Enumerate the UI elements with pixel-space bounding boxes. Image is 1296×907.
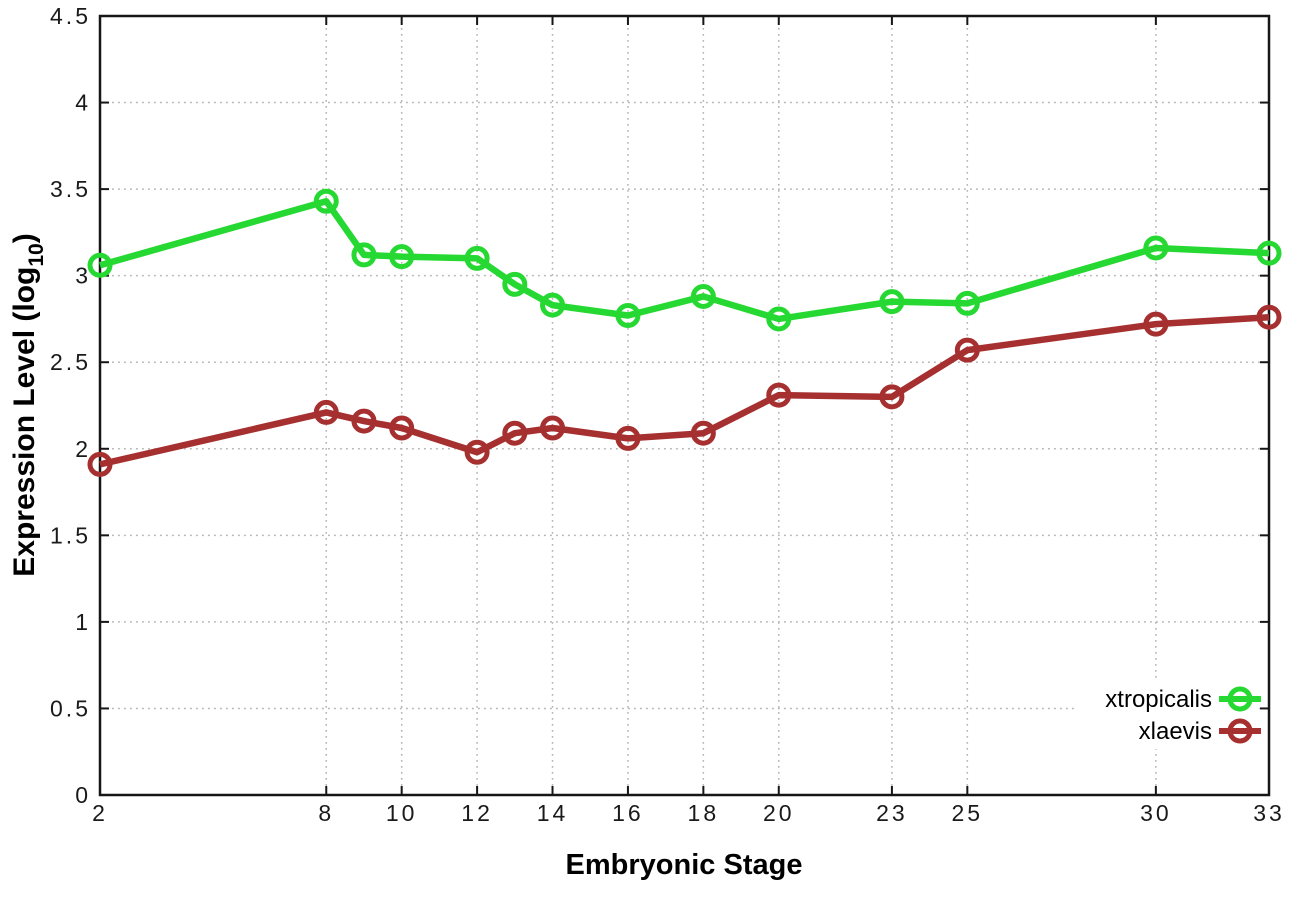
y-axis-label-close: )	[8, 233, 41, 243]
data-point-xtropicalis	[464, 245, 490, 271]
y-tick-label: 4	[75, 90, 91, 116]
data-point-xtropicalis	[313, 188, 339, 214]
x-tick-label: 16	[612, 800, 644, 826]
x-tick-label: 33	[1253, 800, 1285, 826]
axis-labels: Embryonic Stage Expression Level (log10)	[8, 233, 802, 881]
y-tick-label: 1	[75, 609, 91, 635]
data-point-xlaevis	[464, 439, 490, 465]
x-axis-label: Embryonic Stage	[566, 849, 803, 881]
legend-sample-marker	[1227, 686, 1253, 712]
legend-label-xlaevis: xlaevis	[1139, 718, 1212, 745]
legend-item-xtropicalis: xtropicalis	[1105, 686, 1261, 713]
data-point-xtropicalis	[87, 252, 113, 278]
y-tick-label: 2.5	[50, 349, 91, 375]
series-line-xtropicalis	[99, 197, 1270, 323]
data-point-xlaevis	[690, 420, 716, 446]
data-point-xlaevis	[879, 384, 905, 410]
series-line-xlaevis	[99, 313, 1270, 468]
x-tick-label: 10	[386, 800, 418, 826]
x-tick-label: 12	[461, 800, 493, 826]
data-point-xlaevis	[954, 337, 980, 363]
plot-border	[98, 14, 1271, 797]
data-point-xlaevis	[540, 415, 566, 441]
legend-label-xtropicalis: xtropicalis	[1105, 686, 1212, 713]
data-point-xtropicalis	[879, 289, 905, 315]
y-axis-label-main: Expression Level (log	[8, 267, 41, 577]
data-point-xlaevis	[615, 425, 641, 451]
legend-sample-marker	[1227, 718, 1253, 744]
x-tick-label: 20	[763, 800, 795, 826]
data-point-xlaevis	[351, 408, 377, 434]
data-point-xtropicalis	[351, 242, 377, 268]
y-tick-label: 3	[75, 263, 91, 289]
x-tick-label: 2	[92, 800, 108, 826]
gridlines	[100, 16, 1269, 795]
y-axis-label: Expression Level (log10)	[8, 233, 48, 576]
data-series	[87, 188, 1282, 477]
y-tick-label: 1.5	[50, 522, 91, 548]
data-point-xlaevis	[87, 451, 113, 477]
y-tick-label: 3.5	[50, 176, 91, 202]
series-xtropicalis	[87, 188, 1282, 332]
data-point-xtropicalis	[502, 271, 528, 297]
data-point-xlaevis	[766, 382, 792, 408]
x-tick-label: 30	[1140, 800, 1172, 826]
data-point-xtropicalis	[690, 283, 716, 309]
x-tick-label: 8	[318, 800, 334, 826]
data-point-xlaevis	[313, 399, 339, 425]
data-point-xtropicalis	[1143, 235, 1169, 261]
y-tick-label: 0	[75, 782, 91, 808]
data-point-xtropicalis	[954, 290, 980, 316]
data-point-xlaevis	[1256, 304, 1282, 330]
data-point-xtropicalis	[766, 306, 792, 332]
y-tick-label: 0.5	[50, 695, 91, 721]
x-tick-label: 18	[688, 800, 720, 826]
data-point-xlaevis	[502, 420, 528, 446]
data-point-xtropicalis	[1256, 240, 1282, 266]
axis-ticks	[99, 15, 1270, 796]
legend-item-xlaevis: xlaevis	[1139, 718, 1261, 745]
x-tick-label: 23	[876, 800, 908, 826]
data-point-xlaevis	[389, 415, 415, 441]
data-point-xtropicalis	[389, 244, 415, 270]
axis-tick-labels: 0 0.5 1 1.5 2 2.5 3 3.5 4 4.5 2 8 10 12 14 16 18 20 23 25 30…	[50, 3, 1285, 826]
y-tick-label: 2	[75, 436, 91, 462]
y-axis-label-subscript: 10	[25, 243, 48, 266]
x-tick-label: 14	[537, 800, 569, 826]
x-tick-label: 25	[952, 800, 984, 826]
data-point-xlaevis	[1143, 311, 1169, 337]
legend-background	[1078, 681, 1259, 749]
data-point-xtropicalis	[540, 292, 566, 318]
y-tick-label: 4.5	[50, 3, 91, 29]
data-point-xtropicalis	[615, 302, 641, 328]
series-xlaevis	[87, 304, 1282, 477]
legend: xtropicalis xlaevis	[1078, 681, 1261, 749]
